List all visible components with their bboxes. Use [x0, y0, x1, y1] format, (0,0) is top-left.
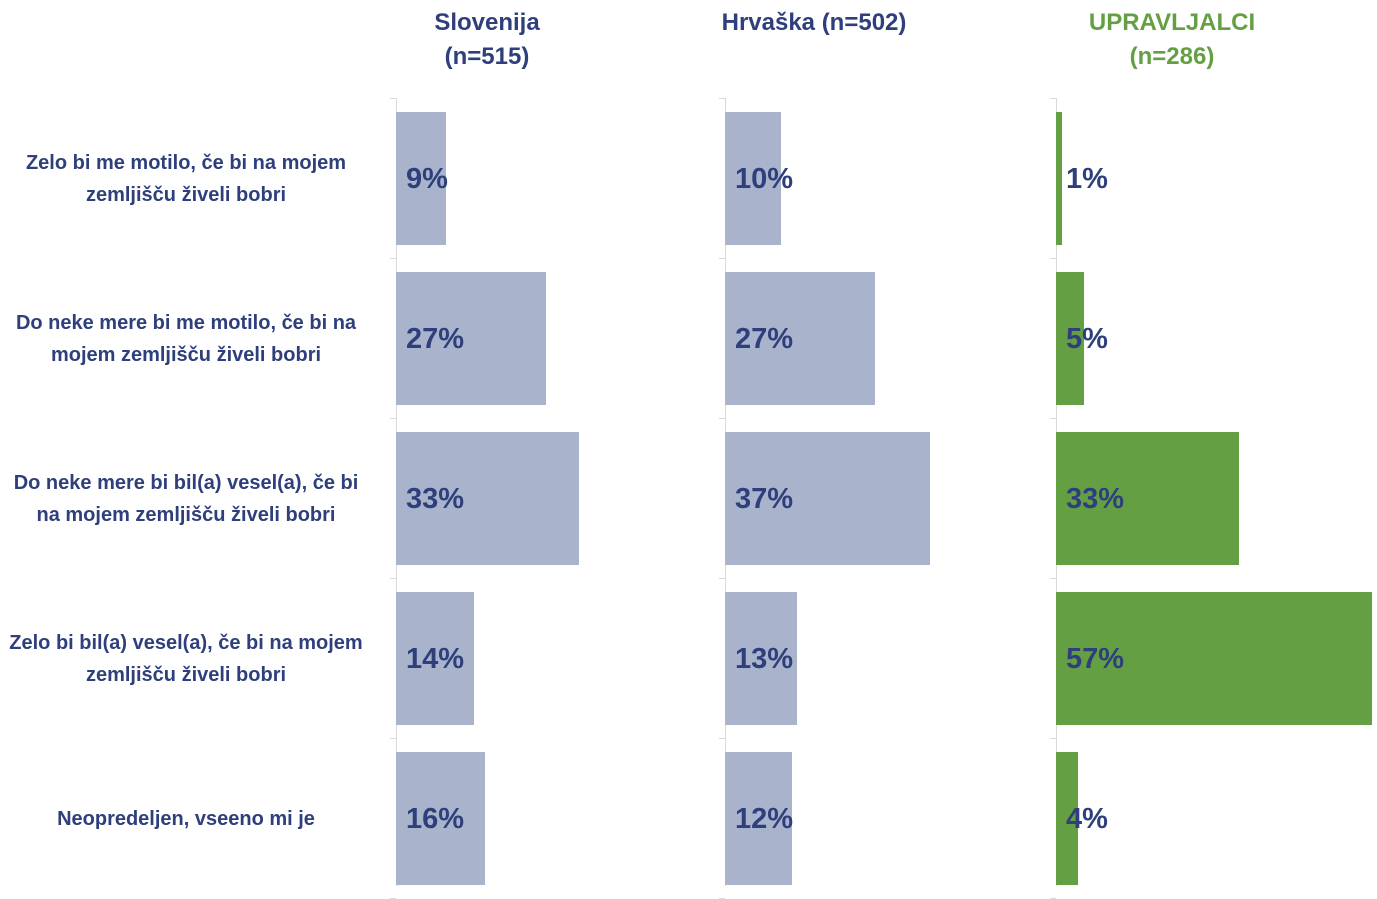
panel-title: UPRAVLJALCI (n=286)	[1088, 9, 1256, 70]
bar	[725, 592, 798, 725]
value-label: 12%	[735, 802, 794, 835]
bar	[725, 752, 792, 885]
bar	[1056, 272, 1084, 405]
value-label: 9%	[406, 162, 448, 195]
category-tick	[1050, 258, 1056, 259]
bar	[1056, 112, 1062, 245]
bar	[396, 752, 485, 885]
value-label: 33%	[406, 482, 465, 515]
category-label: Neopredeljen, vseeno mi je	[57, 807, 315, 830]
bar	[725, 272, 875, 405]
bar	[1056, 752, 1079, 885]
category-label: Zelo bi me motilo, če bi na mojem zemlji…	[25, 151, 347, 206]
bar	[396, 432, 580, 565]
value-label: 27%	[406, 322, 465, 355]
category-label: Do neke mere bi bil(a) vesel(a), če bi n…	[13, 471, 359, 526]
category-tick	[1050, 578, 1056, 579]
bar	[725, 112, 781, 245]
bar	[725, 432, 931, 565]
category-tick	[1050, 98, 1056, 99]
bar	[396, 272, 546, 405]
bar	[1056, 432, 1240, 565]
value-label: 10%	[735, 162, 794, 195]
value-label: 1%	[1066, 162, 1108, 195]
value-label: 33%	[1066, 482, 1125, 515]
bar	[1056, 592, 1373, 725]
category-tick	[390, 578, 396, 579]
category-tick	[390, 98, 396, 99]
value-label: 13%	[735, 642, 794, 675]
value-label: 57%	[1066, 642, 1125, 675]
category-tick	[390, 738, 396, 739]
category-tick	[1050, 738, 1056, 739]
category-label: Zelo bi bil(a) vesel(a), če bi na mojem …	[9, 631, 363, 686]
panel-title: Hrvaška (n=502)	[721, 9, 907, 36]
value-label: 14%	[406, 642, 465, 675]
category-tick	[390, 418, 396, 419]
value-label: 4%	[1066, 802, 1108, 835]
value-label: 16%	[406, 802, 465, 835]
panel-title: Slovenija (n=515)	[434, 9, 540, 70]
category-tick	[719, 418, 725, 419]
category-tick	[1050, 418, 1056, 419]
value-label: 37%	[735, 482, 794, 515]
category-tick	[719, 98, 725, 99]
category-tick	[390, 258, 396, 259]
category-tick	[719, 258, 725, 259]
bar	[396, 112, 446, 245]
category-tick	[719, 578, 725, 579]
value-label: 27%	[735, 322, 794, 355]
category-label: Do neke mere bi me motilo, če bi na moje…	[15, 311, 357, 366]
category-tick	[719, 738, 725, 739]
bar	[396, 592, 474, 725]
value-label: 5%	[1066, 322, 1108, 355]
